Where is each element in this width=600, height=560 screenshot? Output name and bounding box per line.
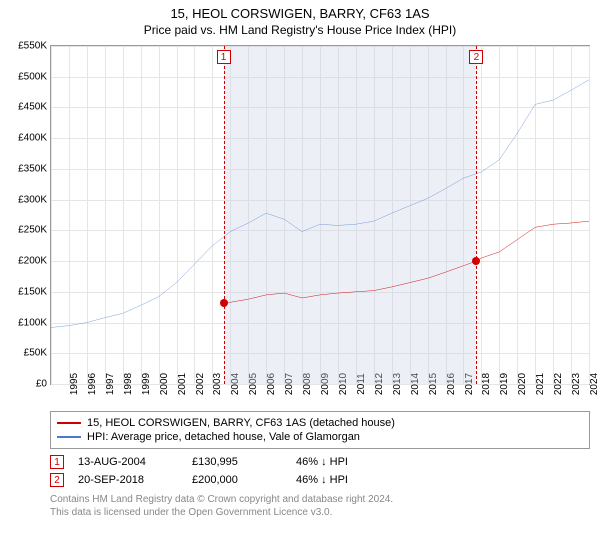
y-tick-label: £250K [18, 225, 51, 236]
sale-marker-badge: 1 [217, 50, 231, 64]
sale-delta: 46% ↓ HPI [296, 456, 396, 468]
sale-delta: 46% ↓ HPI [296, 474, 396, 486]
y-tick-label: £450K [18, 102, 51, 113]
footer-line-1: Contains HM Land Registry data © Crown c… [50, 493, 590, 506]
y-tick-label: £350K [18, 163, 51, 174]
sale-point-icon [472, 257, 480, 265]
legend: 15, HEOL CORSWIGEN, BARRY, CF63 1AS (det… [50, 411, 590, 449]
sale-row: 2 20-SEP-2018 £200,000 46% ↓ HPI [50, 471, 590, 489]
legend-row: HPI: Average price, detached house, Vale… [57, 430, 583, 444]
sale-marker-badge: 2 [469, 50, 483, 64]
y-tick-label: £0 [36, 379, 51, 390]
sales-table: 1 13-AUG-2004 £130,995 46% ↓ HPI 2 20-SEP-201… [50, 453, 590, 489]
sale-price: £130,995 [192, 456, 292, 468]
footer-line-2: This data is licensed under the Open Gov… [50, 506, 590, 519]
y-tick-label: £50K [24, 348, 51, 359]
legend-row: 15, HEOL CORSWIGEN, BARRY, CF63 1AS (det… [57, 416, 583, 430]
sale-guideline [476, 46, 477, 384]
y-tick-label: £200K [18, 256, 51, 267]
sale-point-icon [220, 299, 228, 307]
sale-price: £200,000 [192, 474, 292, 486]
y-tick-label: £100K [18, 317, 51, 328]
legend-swatch-icon [57, 436, 81, 438]
sale-row: 1 13-AUG-2004 £130,995 46% ↓ HPI [50, 453, 590, 471]
chart-area: £0£50K£100K£150K£200K£250K£300K£350K£400… [50, 45, 590, 405]
sale-guideline [224, 46, 225, 384]
series-property_price [224, 221, 589, 303]
plot-background: £0£50K£100K£150K£200K£250K£300K£350K£400… [50, 45, 590, 385]
series-hpi [51, 80, 589, 328]
y-tick-label: £500K [18, 71, 51, 82]
legend-swatch-icon [57, 422, 81, 424]
chart-title: 15, HEOL CORSWIGEN, BARRY, CF63 1AS [0, 0, 600, 21]
chart-container: 15, HEOL CORSWIGEN, BARRY, CF63 1AS Pric… [0, 0, 600, 560]
y-tick-label: £400K [18, 133, 51, 144]
y-tick-label: £150K [18, 286, 51, 297]
sale-marker-badge: 2 [50, 473, 64, 487]
sale-marker-badge: 1 [50, 455, 64, 469]
legend-label: HPI: Average price, detached house, Vale… [87, 431, 360, 443]
footer-attribution: Contains HM Land Registry data © Crown c… [50, 493, 590, 519]
y-tick-label: £550K [18, 41, 51, 52]
legend-label: 15, HEOL CORSWIGEN, BARRY, CF63 1AS (det… [87, 417, 395, 429]
chart-subtitle: Price paid vs. HM Land Registry's House … [0, 21, 600, 37]
y-tick-label: £300K [18, 194, 51, 205]
sale-date: 13-AUG-2004 [78, 456, 188, 468]
sale-date: 20-SEP-2018 [78, 474, 188, 486]
x-tick-label: 2025 [589, 373, 600, 395]
